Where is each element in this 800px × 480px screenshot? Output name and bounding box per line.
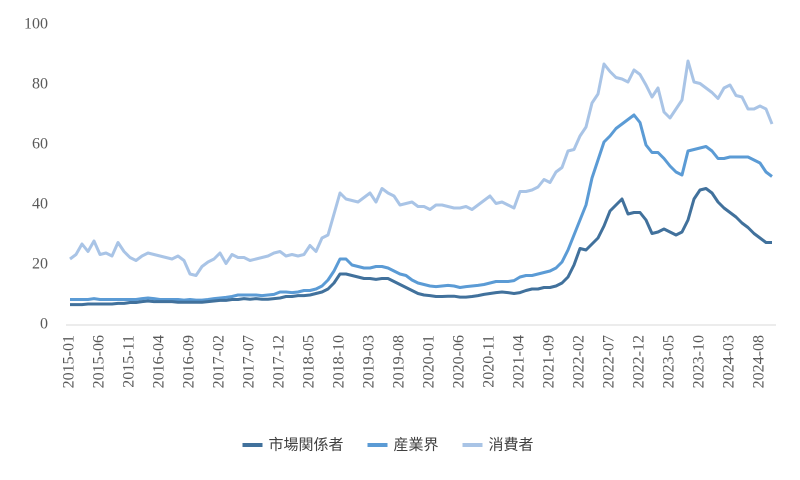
series-line: [69, 59, 774, 277]
x-tick-label: 2015-11: [121, 335, 138, 388]
x-tick-label: 2022-02: [571, 335, 588, 388]
x-tick-label: 2019-03: [361, 335, 378, 388]
y-tick-label: 60: [32, 136, 48, 153]
y-tick-label: 20: [32, 256, 48, 273]
x-tick-label: 2020-01: [421, 335, 438, 388]
x-tick-label: 2022-07: [601, 335, 618, 388]
x-tick-label: 2020-06: [451, 335, 468, 388]
x-tick-label: 2023-05: [661, 335, 678, 388]
x-tick-label: 2024-03: [721, 335, 738, 388]
y-tick-label: 80: [32, 76, 48, 93]
x-tick-label: 2017-07: [241, 335, 258, 388]
x-tick-label: 2021-09: [541, 335, 558, 388]
series-line: [70, 113, 773, 302]
y-tick-label: 40: [32, 196, 48, 213]
series-line: [70, 187, 772, 307]
legend-label: 市場関係者: [269, 436, 344, 454]
x-tick-label: 2015-01: [61, 335, 78, 388]
x-tick-label: 2017-02: [211, 335, 228, 388]
x-tick-label: 2023-10: [691, 335, 708, 388]
x-tick-label: 2016-04: [151, 335, 168, 388]
x-tick-label: 2024-08: [751, 335, 768, 388]
x-tick-label: 2017-12: [271, 335, 288, 388]
legend-label: 消費者: [489, 436, 534, 454]
y-tick-label: 0: [40, 316, 48, 333]
x-tick-label: 2020-11: [481, 335, 498, 388]
x-tick-label: 2018-10: [331, 335, 348, 388]
x-tick-label: 2018-05: [301, 335, 318, 388]
x-tick-label: 2019-08: [391, 335, 408, 388]
y-tick-label: 100: [24, 16, 48, 33]
x-tick-label: 2021-04: [511, 335, 528, 388]
legend-label: 産業界: [394, 436, 439, 454]
x-tick-label: 2016-09: [181, 335, 198, 388]
x-tick-label: 2022-12: [631, 335, 648, 388]
x-tick-label: 2015-06: [91, 335, 108, 388]
